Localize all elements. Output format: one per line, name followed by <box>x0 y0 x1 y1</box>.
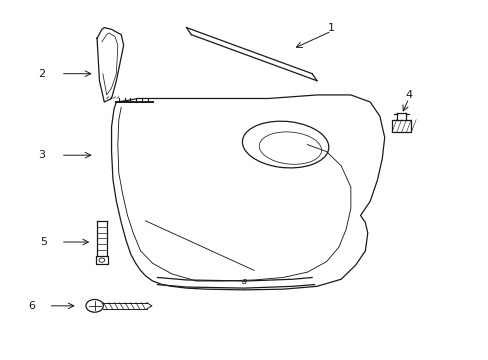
Text: 2: 2 <box>38 69 45 79</box>
Bar <box>95 256 108 264</box>
Text: 3: 3 <box>38 150 45 160</box>
Text: 6: 6 <box>28 301 35 311</box>
Text: 4: 4 <box>405 90 411 100</box>
Text: 5: 5 <box>41 237 47 247</box>
Text: a: a <box>242 276 246 285</box>
Text: 1: 1 <box>327 23 334 33</box>
Bar <box>391 120 410 132</box>
